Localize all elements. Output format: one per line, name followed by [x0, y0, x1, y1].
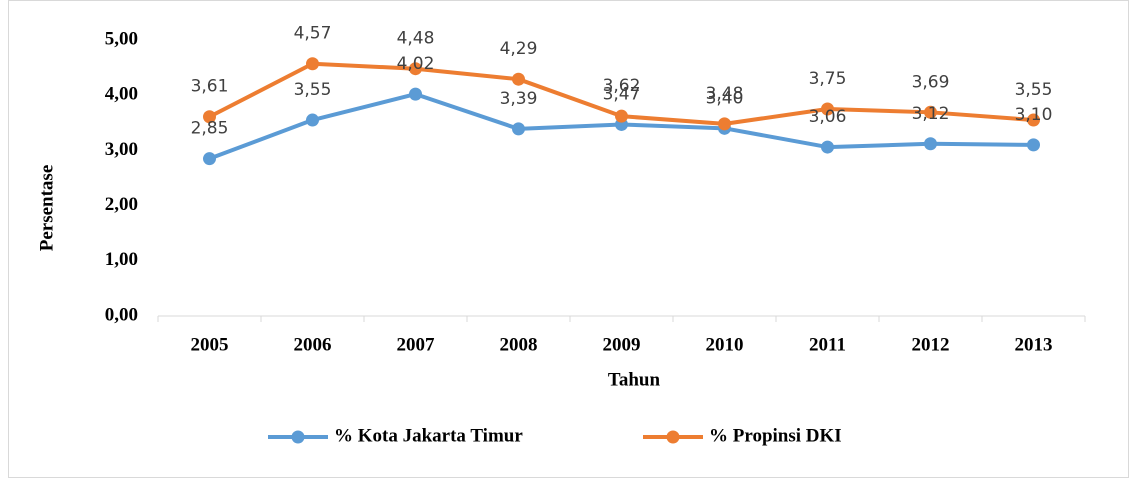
data-label: 4,57: [294, 24, 332, 44]
y-tick-label: 0,00: [105, 304, 138, 325]
legend-label: % Kota Jakarta Timur: [334, 425, 523, 446]
point: [821, 102, 834, 116]
point: [306, 57, 319, 71]
point: [409, 87, 422, 101]
chart-border: [8, 0, 1129, 478]
x-tick-label: 2009: [603, 334, 641, 355]
point: [615, 109, 628, 123]
data-label: 3,69: [912, 72, 950, 92]
y-tick-label: 1,00: [105, 249, 138, 270]
data-label: 3,75: [809, 69, 847, 89]
y-tick-label: 3,00: [105, 139, 138, 160]
data-label: 3,62: [603, 76, 641, 96]
data-label: 3,47: [603, 84, 641, 104]
data-label: 3,39: [500, 89, 538, 109]
point: [821, 140, 834, 154]
data-label: 3,61: [191, 77, 229, 97]
y-tick-label: 5,00: [105, 28, 138, 49]
point: [924, 105, 937, 119]
point: [1027, 138, 1040, 152]
x-tick-label: 2011: [809, 334, 846, 355]
x-tick-label: 2007: [397, 334, 436, 355]
point: [306, 113, 319, 127]
point: [409, 62, 422, 76]
data-label: 4,48: [397, 29, 435, 49]
data-label: 3,55: [294, 80, 332, 100]
x-axis-title: Tahun: [608, 369, 661, 390]
x-tick-label: 2006: [294, 334, 332, 355]
x-tick-label: 2012: [912, 334, 950, 355]
point: [718, 117, 731, 131]
data-label: 3,06: [809, 107, 847, 127]
point: [1027, 113, 1040, 127]
y-tick-label: 2,00: [105, 194, 138, 215]
x-tick-label: 2013: [1015, 334, 1053, 355]
data-label: 3,48: [706, 84, 744, 104]
data-label: 4,29: [500, 39, 538, 59]
x-tick-label: 2005: [191, 334, 229, 355]
x-tick-label: 2008: [500, 334, 538, 355]
point: [512, 122, 525, 136]
y-tick-label: 4,00: [105, 84, 138, 105]
data-label: 3,12: [912, 104, 950, 124]
legend-marker: [666, 430, 680, 444]
data-label: 2,85: [191, 119, 229, 139]
data-label: 3,40: [706, 88, 744, 108]
data-label: 4,02: [397, 54, 435, 74]
point: [924, 137, 937, 151]
point: [203, 110, 216, 124]
point: [203, 152, 216, 166]
data-label: 3,10: [1015, 105, 1053, 125]
legend-label: % Propinsi DKI: [709, 425, 842, 446]
legend-marker: [291, 430, 305, 444]
point: [512, 72, 525, 86]
data-label: 3,55: [1015, 80, 1053, 100]
y-axis-title: Persentase: [36, 165, 57, 252]
x-tick-label: 2010: [706, 334, 744, 355]
